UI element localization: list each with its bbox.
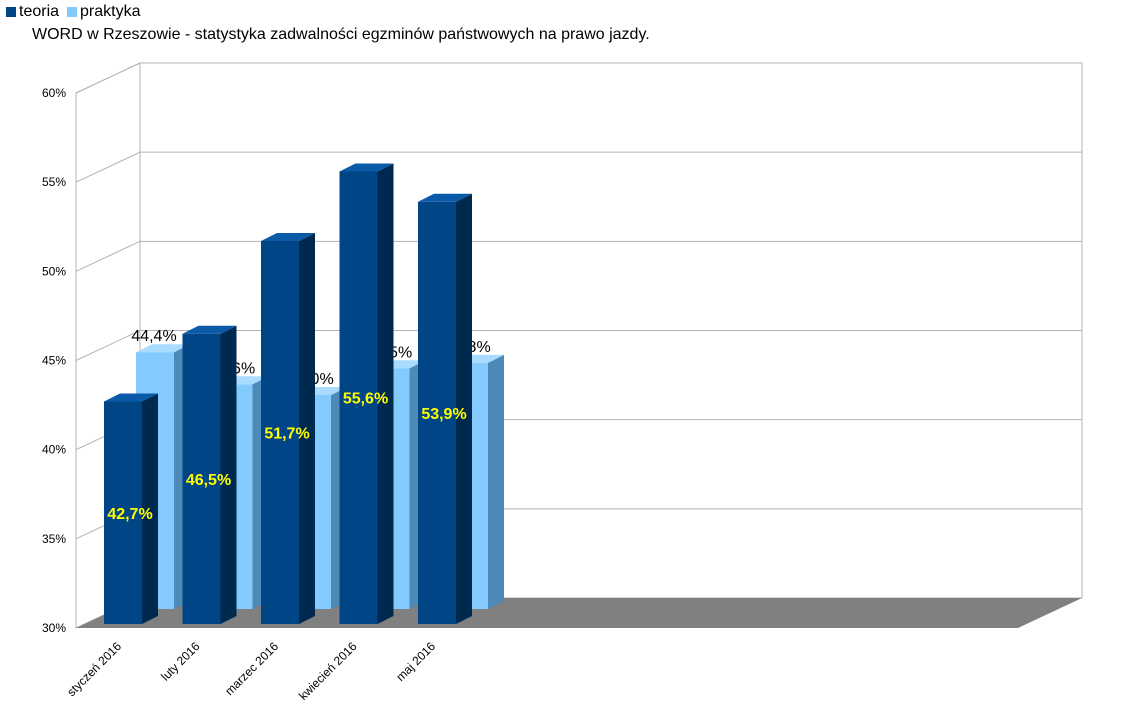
legend-swatch-teoria xyxy=(6,7,16,17)
y-tick-label: 50% xyxy=(42,264,66,278)
bar-teoria xyxy=(104,401,142,624)
data-label-teoria: 53,9% xyxy=(421,406,466,423)
bar-praktyka-side xyxy=(488,354,504,609)
data-label-praktyka: 44,4% xyxy=(131,328,176,345)
legend: teoria praktyka xyxy=(6,3,149,21)
legend-label-praktyka: praktyka xyxy=(80,3,141,20)
x-tick-label: kwiecień 2016 xyxy=(296,639,360,703)
bar-teoria xyxy=(339,171,378,624)
bar-teoria-side xyxy=(220,325,237,624)
bar-teoria-top xyxy=(418,193,472,202)
x-tick-label: luty 2016 xyxy=(158,639,203,684)
legend-item-teoria: teoria xyxy=(6,3,59,21)
bar-teoria-side xyxy=(456,193,472,625)
data-label-teoria: 55,6% xyxy=(343,391,388,408)
y-tick-label: 35% xyxy=(42,532,66,546)
gridline xyxy=(75,330,1082,361)
x-tick-label: marzec 2016 xyxy=(222,639,281,698)
data-label-teoria: 51,7% xyxy=(264,426,309,443)
bar-teoria xyxy=(418,201,456,625)
bar-teoria-top xyxy=(339,163,394,172)
legend-item-praktyka: praktyka xyxy=(67,3,141,21)
x-tick-label: styczeń 2016 xyxy=(64,639,124,699)
gridline xyxy=(75,240,1082,272)
legend-label-teoria: teoria xyxy=(19,3,60,20)
bar-praktyka-top xyxy=(136,344,190,353)
bar-teoria xyxy=(182,333,221,624)
gridline xyxy=(75,62,1082,94)
bar-teoria-side xyxy=(299,233,315,624)
bar-teoria-top xyxy=(104,393,158,402)
bar-teoria-side xyxy=(142,393,158,624)
x-tick-label: maj 2016 xyxy=(393,639,438,684)
y-tick-label: 40% xyxy=(42,443,66,457)
chart-title: WORD w Rzeszowie - statystyka zadwalnośc… xyxy=(32,26,650,43)
bar-teoria-side xyxy=(377,163,394,624)
y-tick-label: 60% xyxy=(42,86,66,100)
bar-teoria-top xyxy=(182,325,237,334)
gridline xyxy=(75,151,1082,183)
y-tick-label: 55% xyxy=(42,175,66,189)
y-tick-label: 30% xyxy=(42,621,66,635)
bar-teoria-top xyxy=(261,233,315,242)
data-label-teoria: 46,5% xyxy=(186,472,231,489)
y-tick-label: 45% xyxy=(42,354,66,368)
bar-teoria xyxy=(261,241,299,624)
data-label-teoria: 42,7% xyxy=(107,506,152,523)
legend-swatch-praktyka xyxy=(67,7,78,17)
